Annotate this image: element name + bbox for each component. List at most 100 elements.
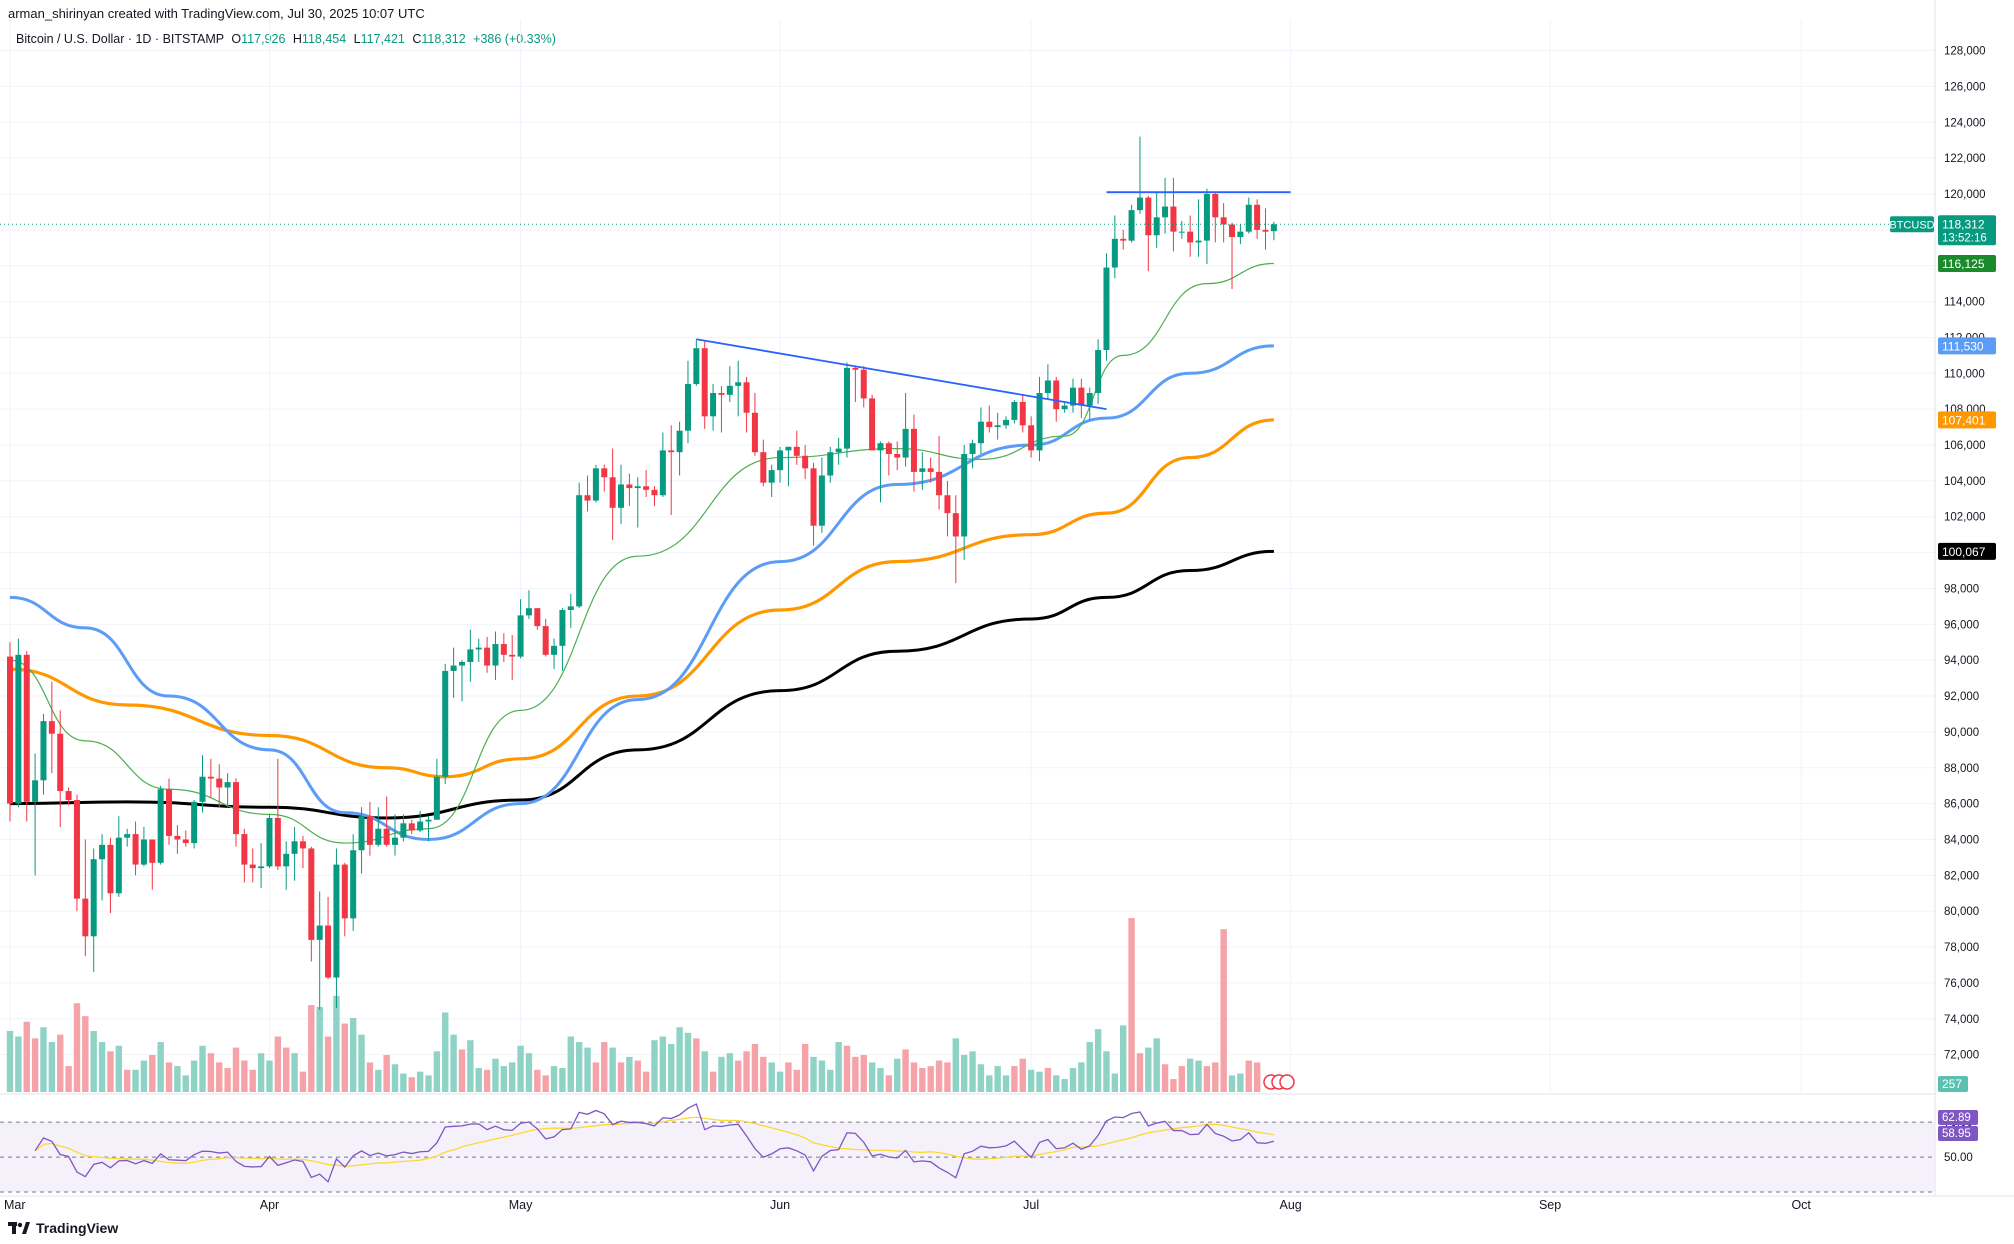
y-tick-label: 94,000	[1944, 655, 1979, 667]
candle-body	[726, 385, 733, 395]
volume-bar	[1253, 1062, 1261, 1092]
rsi-line	[34, 1103, 1275, 1183]
volume-bar	[48, 1042, 56, 1092]
volume-bar	[609, 1047, 616, 1092]
candle-body	[860, 369, 867, 399]
volume-bar	[1069, 1067, 1077, 1092]
volume-bar	[1061, 1079, 1068, 1092]
candle-body	[1069, 387, 1076, 406]
price-label-value: 116,125	[1942, 257, 1985, 271]
candle-body	[835, 448, 842, 453]
low-value: 117,421	[360, 32, 405, 46]
volume-bar	[1103, 1051, 1110, 1092]
y-tick-label: 122,000	[1944, 153, 1986, 165]
volume-bar	[986, 1075, 993, 1092]
y-tick-label: 72,000	[1944, 1050, 1979, 1062]
y-tick-label: 106,000	[1944, 440, 1986, 452]
candle-body	[567, 606, 574, 610]
volume-bar	[257, 1053, 265, 1092]
candle-body	[1036, 393, 1043, 451]
volume-bar	[592, 1062, 600, 1092]
y-tick-label: 102,000	[1944, 512, 1986, 524]
volume-bar	[810, 1056, 817, 1092]
symbol-name[interactable]: Bitcoin / U.S. Dollar · 1D · BITSTAMP	[16, 32, 224, 46]
volume-bar	[751, 1043, 759, 1092]
volume-bar	[249, 1069, 256, 1092]
tradingview-brand[interactable]: TradingView	[8, 1220, 118, 1236]
candle-body	[1061, 405, 1068, 410]
volume-bar	[567, 1036, 574, 1092]
candle-body	[15, 654, 22, 804]
rsi-ma-label-value: 58.95	[1942, 1128, 1971, 1140]
candle-body	[65, 791, 72, 801]
candle-body	[869, 398, 876, 451]
volume-bar	[140, 1060, 148, 1092]
candle-body	[626, 484, 633, 489]
volume-bar	[442, 1012, 449, 1092]
moving-average-line	[9, 418, 1274, 779]
candle-body	[643, 486, 650, 490]
volume-bar	[868, 1062, 876, 1092]
candle-body	[902, 428, 909, 458]
low-label: L	[353, 32, 361, 46]
volume-bar	[458, 1049, 466, 1092]
candle-body	[927, 468, 934, 472]
volume-bar	[115, 1045, 123, 1092]
candle-body	[651, 489, 658, 496]
candle-body	[291, 841, 298, 854]
candle-body	[810, 468, 817, 526]
x-tick-label: Jul	[1023, 1198, 1039, 1212]
candle-body	[283, 853, 290, 867]
candle-body	[542, 626, 549, 655]
x-tick-label: Mar	[4, 1198, 26, 1212]
moving-average-line	[9, 344, 1274, 841]
candle-body	[634, 486, 641, 489]
symbol-legend[interactable]: Bitcoin / U.S. Dollar · 1D · BITSTAMP O1…	[16, 32, 556, 46]
open-value: 117,926	[241, 32, 286, 46]
candle-body	[760, 452, 767, 483]
candle-body	[299, 841, 306, 849]
tradingview-logo-icon	[8, 1221, 30, 1235]
volume-bar	[559, 1067, 566, 1092]
volume-label-value: 257	[1942, 1077, 1962, 1091]
candle-body	[618, 484, 625, 508]
candle-body	[785, 446, 792, 451]
volume-bar	[785, 1062, 792, 1092]
volume-bar	[684, 1032, 692, 1092]
candle-body	[366, 816, 373, 845]
candle-body	[1212, 194, 1219, 218]
candle-body	[224, 782, 231, 788]
volume-bar	[1237, 1073, 1244, 1092]
candle-body	[7, 656, 13, 804]
moving-average-line	[9, 549, 1274, 820]
volume-bar	[492, 1058, 499, 1092]
brand-name: TradingView	[36, 1220, 119, 1236]
volume-bar	[1078, 1062, 1085, 1092]
volume-bar	[349, 1018, 357, 1092]
candle-body	[40, 721, 47, 781]
candle-body	[1170, 206, 1177, 232]
candle-body	[316, 925, 323, 940]
candle-body	[601, 468, 608, 478]
price-label-countdown: 13:52:16	[1942, 232, 1987, 244]
volume-bar	[709, 1071, 717, 1092]
candle-body	[442, 670, 449, 777]
candle-body	[182, 839, 189, 844]
candle-body	[274, 817, 281, 867]
candle-body	[1128, 210, 1135, 241]
candle-body	[484, 647, 491, 666]
candle-body	[1254, 204, 1261, 230]
volume-bar	[617, 1062, 625, 1092]
volume-bar	[760, 1056, 767, 1092]
volume-bar	[1161, 1064, 1169, 1092]
volume-bar	[207, 1053, 215, 1092]
candle-body	[149, 839, 156, 863]
rsi-ma-line	[34, 1116, 1274, 1167]
volume-bar	[927, 1066, 934, 1092]
y-tick-label: 96,000	[1944, 619, 1979, 631]
candle-body	[1053, 380, 1060, 410]
volume-bar	[1212, 1062, 1219, 1092]
candle-body	[818, 475, 825, 526]
candle-body	[266, 817, 273, 867]
